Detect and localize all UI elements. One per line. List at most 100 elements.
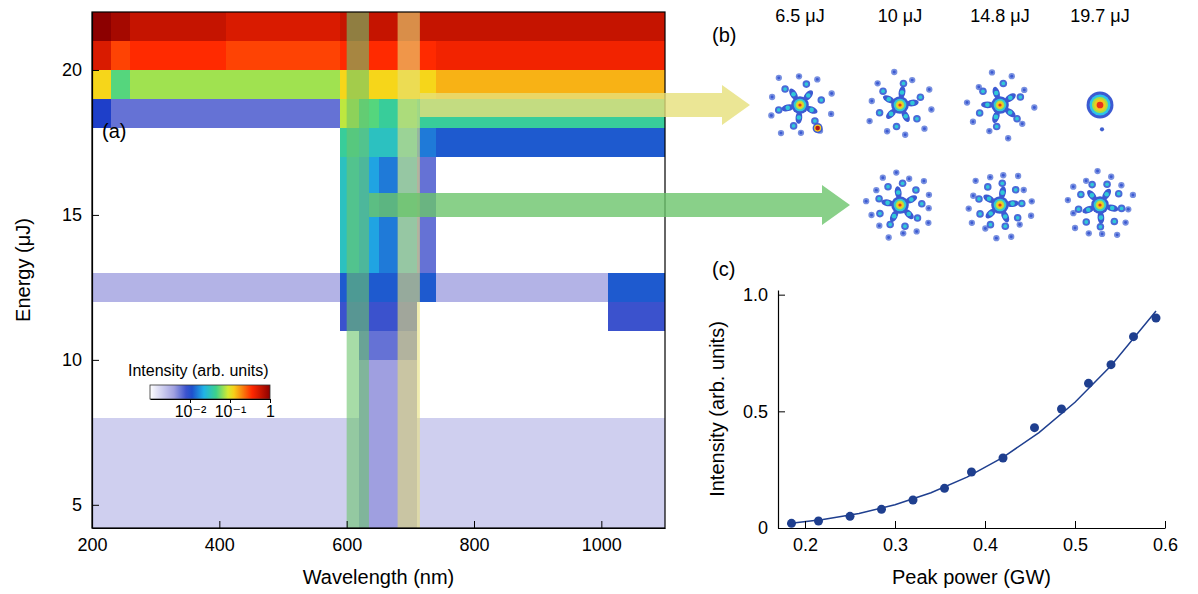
heatmap-cell	[436, 157, 456, 186]
column-title: 6.5 μJ	[775, 6, 824, 26]
heatmap-cell	[570, 41, 590, 70]
beam-spot	[1116, 233, 1119, 236]
heatmap-cell	[493, 360, 513, 389]
beam-spot	[906, 176, 912, 182]
beam-spot	[813, 119, 817, 123]
beam-spot	[908, 177, 911, 180]
beam-spot	[977, 86, 980, 89]
beam-spot	[906, 212, 911, 217]
heatmap-cell	[226, 186, 246, 215]
beam-spot	[870, 100, 873, 103]
beam-spot	[1111, 218, 1119, 226]
beam-spot	[1094, 168, 1100, 174]
heatmap-cell	[627, 12, 647, 41]
beam-spot	[887, 236, 890, 239]
heatmap-cell	[379, 302, 399, 331]
beam-spot	[998, 179, 1006, 187]
beam-spot	[900, 230, 906, 236]
tick: 10	[62, 350, 99, 370]
heatmap-cell	[283, 41, 303, 70]
heatmap-cell	[512, 476, 532, 505]
heatmap-cell	[474, 302, 494, 331]
heatmap-cell	[188, 12, 208, 41]
heatmap-cell	[264, 476, 284, 505]
beam-spot	[1014, 214, 1022, 222]
heatmap-cell	[512, 244, 532, 273]
heatmap-cell	[283, 157, 303, 186]
heatmap-cell	[455, 157, 475, 186]
heatmap-cell	[550, 41, 570, 70]
heatmap-cell	[512, 157, 532, 186]
beam-spot	[1075, 205, 1083, 213]
beam-spot	[868, 120, 871, 123]
beam-spot	[769, 94, 775, 100]
beam-spot	[830, 92, 833, 95]
heatmap-cell	[92, 41, 112, 70]
beam-spot	[791, 92, 796, 97]
beam-spot	[918, 200, 926, 208]
heatmap-cell	[302, 331, 322, 360]
heatmap-cell	[455, 360, 475, 389]
heatmap-cell	[130, 418, 150, 447]
heatmap-cell	[245, 244, 265, 273]
beam-spot	[974, 179, 977, 182]
tick: 0.4	[973, 521, 998, 555]
tick: 0	[758, 518, 785, 538]
heatmap-cell	[474, 41, 494, 70]
tick-label: 0.5	[743, 402, 768, 422]
heatmap-cell	[149, 331, 169, 360]
heatmap-cell	[379, 447, 399, 476]
heatmap-cell	[111, 302, 131, 331]
heatmap-cell	[130, 99, 150, 128]
column-title: 19.7 μJ	[1070, 6, 1129, 26]
heatmap-cell	[436, 215, 456, 244]
beam-ground	[1058, 63, 1142, 147]
beam-spot	[796, 73, 802, 79]
tick: 400	[205, 521, 235, 555]
heatmap-cell	[149, 476, 169, 505]
heatmap-cell	[646, 302, 665, 331]
heatmap-cell	[570, 331, 590, 360]
tick-label: 10⁻¹	[215, 403, 247, 420]
heatmap-cell	[245, 215, 265, 244]
beam-spot	[975, 195, 983, 203]
heatmap-cell	[589, 128, 609, 157]
beam-spot	[1101, 232, 1104, 235]
beam-spot	[1015, 173, 1021, 179]
beam-spot	[1010, 235, 1013, 238]
beam-spot	[806, 93, 811, 98]
beam-profile	[758, 63, 842, 147]
beam-ground	[1058, 163, 1142, 247]
tick-mark	[778, 528, 785, 529]
tick-label: 200	[77, 535, 107, 555]
heatmap-cell	[130, 215, 150, 244]
axis-line	[779, 528, 1166, 529]
beam-spot	[920, 202, 924, 206]
tick: 0.5	[743, 402, 785, 422]
heatmap-cell	[283, 99, 303, 128]
heatmap-cell	[149, 215, 169, 244]
beam-spot	[1115, 190, 1123, 198]
heatmap-cell	[512, 12, 532, 41]
beam-spot	[1008, 110, 1013, 115]
heatmap-cell	[493, 331, 513, 360]
heatmap-cell	[149, 186, 169, 215]
beam-spot	[1017, 221, 1023, 227]
beam-spot	[989, 69, 995, 75]
beam-spot	[1007, 137, 1010, 140]
heatmap-cell	[264, 302, 284, 331]
heatmap-cell	[550, 128, 570, 157]
beam-spot	[879, 87, 887, 95]
beam-spot	[829, 90, 835, 96]
beam-spot	[876, 210, 884, 218]
heatmap-cell	[245, 41, 265, 70]
heatmap-cell	[379, 360, 399, 389]
heatmap-cell	[570, 418, 590, 447]
heatmap-cell	[130, 447, 150, 476]
beam-spot	[828, 111, 834, 117]
heatmap-cell	[570, 12, 590, 41]
arrow	[420, 85, 750, 125]
beam-spot	[1008, 234, 1014, 240]
beam-spot	[985, 103, 990, 108]
tick-mark	[92, 70, 99, 71]
